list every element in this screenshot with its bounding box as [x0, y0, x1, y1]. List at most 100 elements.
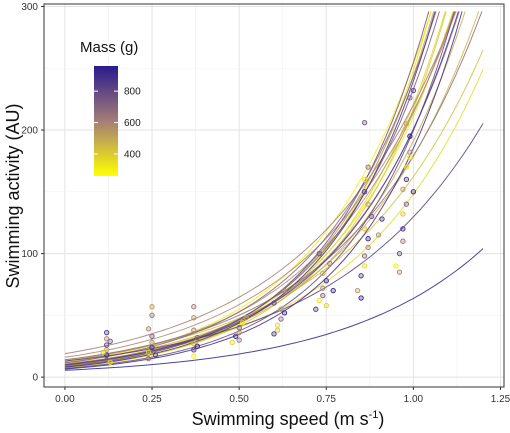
fit-curve	[64, 11, 436, 368]
data-point	[278, 306, 284, 312]
axis-ticks: 0.00 0.25 0.50 0.75 1.00 1.25 0 100 200 300	[21, 2, 510, 405]
grid	[44, 4, 504, 387]
data-point	[313, 306, 319, 312]
data-point	[358, 273, 364, 279]
data-point	[100, 349, 106, 356]
data-point	[403, 201, 410, 207]
data-point	[236, 329, 242, 336]
data-point	[320, 292, 326, 299]
x-axis-title-close: )	[378, 409, 384, 429]
legend-ticks: 400 600 800	[94, 87, 141, 161]
data-point	[400, 238, 406, 244]
legend-title: Mass (g)	[80, 39, 138, 56]
x-axis-title: Swimming speed (m s-1)	[192, 409, 385, 429]
data-point	[375, 232, 382, 238]
data-point	[278, 316, 284, 322]
data-point	[194, 334, 200, 341]
data-point	[274, 327, 281, 333]
data-point	[410, 87, 417, 94]
data-point	[145, 349, 152, 356]
y-tick-label: 0	[32, 373, 38, 384]
data-point	[239, 320, 246, 326]
data-point	[323, 302, 329, 309]
data-point	[365, 236, 371, 242]
data-point	[191, 304, 197, 310]
x-tick-label: 0.25	[142, 394, 162, 405]
data-point	[191, 347, 197, 353]
data-point	[104, 357, 110, 363]
data-point	[396, 269, 403, 275]
data-point	[236, 325, 242, 331]
data-point	[320, 285, 326, 291]
data-point	[236, 337, 242, 343]
data-point	[410, 189, 417, 195]
data-point	[145, 355, 152, 362]
data-point	[379, 216, 385, 222]
x-axis-title-main: Swimming speed (m s	[192, 409, 369, 429]
x-axis-title-superscript: -1	[369, 409, 379, 421]
data-point	[400, 226, 406, 232]
data-point	[104, 347, 110, 353]
data-point	[149, 344, 155, 351]
data-point	[368, 213, 375, 220]
data-point	[361, 253, 368, 259]
data-point	[194, 343, 200, 349]
fit-curve	[64, 11, 432, 363]
data-point	[316, 297, 322, 304]
data-point	[365, 244, 371, 251]
data-point	[407, 133, 413, 139]
data-point	[361, 189, 368, 195]
data-point	[233, 333, 239, 339]
data-point	[104, 342, 110, 348]
data-point	[403, 121, 410, 127]
data-point	[271, 331, 277, 337]
data-point	[104, 336, 110, 342]
data-point	[407, 95, 413, 101]
fit-curve	[64, 11, 457, 358]
data-point	[327, 260, 333, 267]
color-legend: Mass (g) 400 600 800	[80, 39, 141, 176]
data-point	[393, 263, 399, 269]
data-point	[107, 338, 113, 344]
data-point	[361, 263, 368, 269]
data-point	[191, 327, 197, 333]
data-point	[361, 176, 368, 183]
data-point	[365, 201, 371, 207]
data-point	[149, 333, 155, 339]
data-point	[152, 352, 159, 358]
fit-curve	[64, 11, 455, 369]
data-point	[107, 359, 113, 365]
data-point	[149, 312, 155, 318]
y-tick-label: 300	[21, 2, 38, 13]
fit-curve	[64, 11, 430, 368]
data-point	[323, 278, 329, 284]
data-point	[358, 295, 364, 301]
panel-border	[43, 3, 505, 388]
data-point	[104, 329, 110, 336]
legend-tick-label: 600	[124, 118, 141, 129]
data-point	[191, 341, 197, 347]
data-point	[281, 310, 288, 316]
data-point	[320, 270, 326, 276]
data-point	[403, 176, 410, 183]
legend-tick-label: 800	[124, 87, 141, 98]
x-tick-label: 1.00	[404, 394, 424, 405]
fit-curve	[64, 11, 463, 370]
data-point	[400, 211, 406, 217]
legend-tick-label: 400	[124, 150, 141, 161]
legend-colorbar	[94, 66, 118, 176]
x-tick-label: 0.75	[317, 394, 337, 405]
data-point	[330, 287, 336, 294]
data-point	[243, 315, 249, 321]
fit-curve	[64, 11, 456, 355]
data-point	[407, 149, 413, 155]
y-axis-title: Swimming activity (AU)	[3, 103, 23, 288]
data-point	[271, 300, 277, 306]
data-point	[191, 353, 197, 359]
data-point	[191, 315, 197, 321]
data-points	[100, 87, 417, 365]
data-point	[354, 287, 361, 294]
fit-curve	[64, 123, 484, 362]
y-tick-label: 200	[21, 126, 38, 137]
